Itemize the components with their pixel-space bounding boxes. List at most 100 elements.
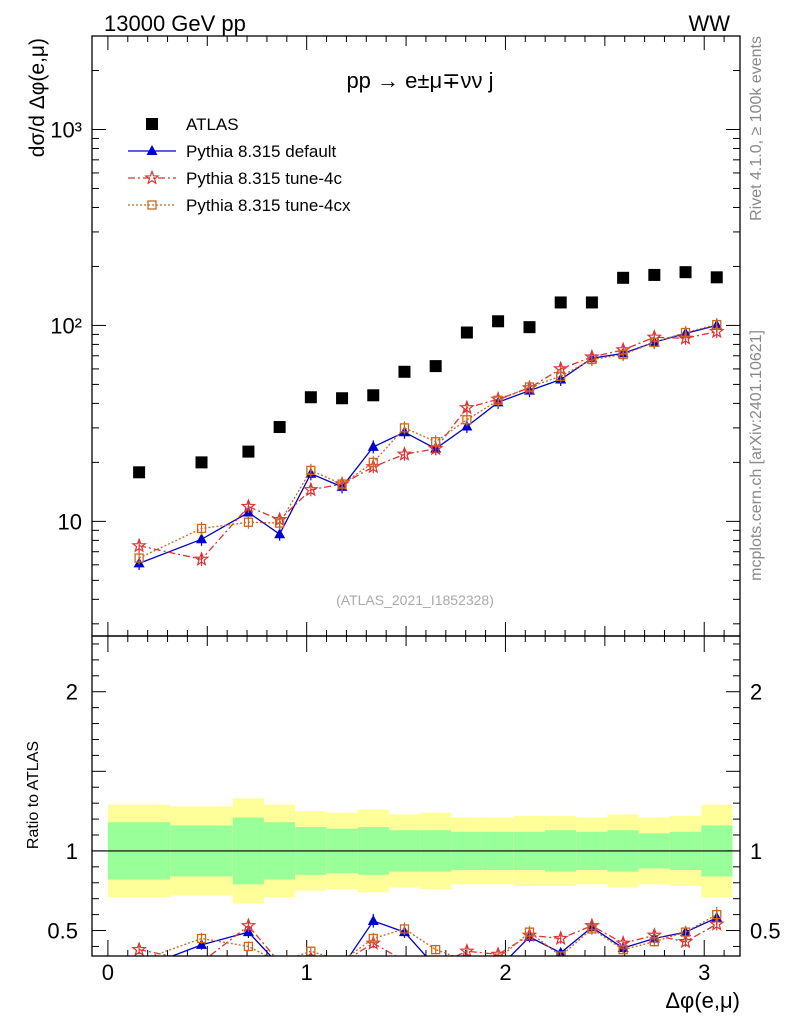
main-point-default: [274, 528, 286, 539]
ratio-ytick-label: 2: [66, 680, 78, 705]
main-point-tune4c: [131, 537, 147, 553]
ratio-ylabel: Ratio to ATLAS: [25, 741, 42, 849]
ratio-point-tune4c: [459, 942, 475, 956]
main-point-tune4c: [677, 330, 694, 345]
ratio-ytick-label: 1: [66, 839, 78, 864]
ratio-point-tune4cx: [196, 933, 207, 944]
ratio-point-tune4cx: [431, 944, 441, 955]
ratio-line-tune4c: [138, 923, 718, 956]
ratio-frame: [91, 635, 741, 957]
main-ytick-label: 10: [58, 509, 82, 534]
legend-marker-tune4c: [144, 169, 160, 185]
main-point-data: [679, 266, 692, 279]
main-point-data: [523, 321, 536, 334]
main-ytick-label: 10³: [50, 117, 82, 142]
main-point-data: [367, 389, 380, 402]
header-right: WW: [688, 11, 730, 36]
ratio-ytick-label: 0.5: [47, 919, 78, 944]
legend-marker-default: [146, 145, 158, 155]
mcplots-label: mcplots.cern.ch [arXiv:2401.10621]: [748, 330, 765, 581]
ratio-line-default: [170, 917, 717, 956]
main-point-tune4c: [459, 399, 475, 415]
main-point-data: [304, 391, 317, 404]
main-point-tune4cx: [274, 518, 285, 528]
legend-marker-tune4cx: [147, 200, 157, 210]
main-point-tune4cx: [134, 553, 144, 563]
main-point-tune4cx: [618, 349, 628, 360]
main-point-data: [648, 268, 661, 281]
main-ylabel: dσ/d Δφ(e,μ): [26, 38, 49, 157]
main-point-tune4cx: [524, 382, 535, 392]
ratio-point-tune4cx: [680, 927, 691, 937]
ratio-point-tune4c: [677, 933, 694, 949]
xtick-label: 0: [102, 960, 114, 985]
main-point-data: [617, 271, 630, 284]
ratio-panel: 0.5 0.5 1 1 2 2 0 1 2 3 Ratio to ATLAS Δφ(e,μ): [25, 635, 781, 1013]
ratio-point-tune4cx: [649, 937, 659, 947]
ratio-point-tune4cx: [493, 954, 503, 956]
main-point-tune4cx: [493, 395, 503, 405]
ratio-point-tune4cx: [306, 946, 316, 956]
xtick-label: 2: [499, 960, 511, 985]
main-panel: 10 10² 10³ pp → e±μ∓νν j (ATLAS_2021_I1852…: [26, 35, 741, 637]
ratio-ytick-label-right: 0.5: [750, 919, 781, 944]
ratio-point-tune4cx: [368, 933, 378, 944]
legend-label-data: ATLAS: [186, 115, 239, 134]
main-point-default: [196, 533, 208, 544]
ratio-point-tune4cx: [618, 944, 628, 955]
main-point-tune4cx: [680, 327, 691, 338]
ratio-point-tune4cx: [399, 924, 410, 934]
ratio-point-tune4cx: [243, 941, 254, 952]
main-ytick-label: 10²: [50, 313, 82, 338]
main-point-tune4c: [396, 446, 413, 461]
main-point-tune4cx: [368, 457, 378, 468]
main-point-data: [492, 315, 505, 328]
main-point-data: [460, 326, 473, 339]
main-point-tune4cx: [462, 415, 472, 425]
legend-marker-data: [146, 118, 158, 130]
legend-label-default: Pythia 8.315 default: [186, 142, 337, 161]
ratio-point-default: [196, 938, 208, 949]
main-point-tune4cx: [243, 517, 254, 527]
ratio-point-tune4c: [708, 915, 725, 931]
legend: ATLAS Pythia 8.315 default Pythia 8.315 tu…: [128, 115, 351, 215]
ratio-point-tune4cx: [587, 924, 597, 934]
main-point-tune4cx: [196, 523, 207, 534]
ratio-point-tune4c: [552, 930, 569, 946]
rivet-label: Rivet 4.1.0, ≥ 100k events: [748, 36, 765, 221]
xtick-label: 1: [301, 960, 313, 985]
ratio-point-default: [367, 914, 379, 925]
main-point-data: [336, 392, 349, 405]
x-axis-label: Δφ(e,μ): [665, 988, 740, 1013]
main-point-data: [554, 296, 567, 309]
main-point-data: [585, 296, 598, 309]
main-point-data: [710, 271, 723, 284]
main-line-tune4cx: [138, 323, 717, 559]
main-point-tune4cx: [649, 337, 659, 347]
analysis-watermark: (ATLAS_2021_I1852328): [336, 592, 494, 608]
ratio-point-tune4cx: [712, 909, 722, 920]
ratio-point-tune4c: [131, 941, 147, 956]
legend-label-tune4c: Pythia 8.315 tune-4c: [186, 169, 342, 188]
main-point-data: [195, 456, 208, 469]
main-point-tune4c: [303, 481, 319, 497]
ratio-line-tune4cx: [150, 914, 718, 956]
ratio-point-tune4cx: [524, 927, 535, 937]
main-point-tune4c: [427, 440, 444, 456]
main-point-data: [429, 360, 442, 373]
main-point-data: [133, 466, 146, 479]
main-point-tune4cx: [712, 319, 722, 330]
ratio-point-tune4c: [490, 946, 506, 956]
ratio-ytick-label-right: 1: [750, 839, 762, 864]
main-point-tune4cx: [399, 423, 410, 433]
main-point-tune4cx: [587, 354, 597, 365]
main-point-tune4cx: [431, 437, 441, 447]
main-point-data: [398, 365, 411, 378]
ratio-ytick-label-right: 2: [750, 680, 762, 705]
ratio-point-tune4cx: [556, 951, 566, 956]
main-point-data: [242, 445, 255, 458]
xtick-label: 3: [698, 960, 710, 985]
main-title: pp → e±μ∓νν j: [346, 68, 493, 93]
ratio-point-tune4c: [240, 917, 257, 933]
